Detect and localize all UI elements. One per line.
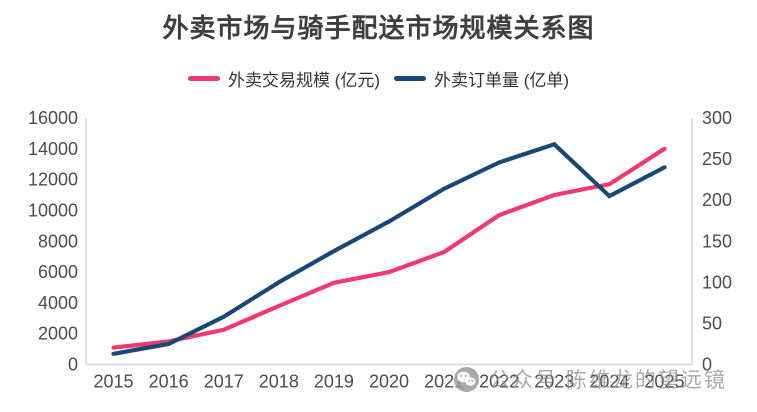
x-axis-tick-label: 2019 — [314, 372, 354, 392]
x-axis-tick-label: 2024 — [589, 372, 629, 392]
series-line-0 — [111, 146, 667, 350]
x-axis-tick-label: 2018 — [259, 372, 299, 392]
y-axis-left-tick-label: 2000 — [38, 324, 78, 344]
legend-label-order-volume: 外卖订单量 (亿单) — [434, 71, 570, 90]
y-axis-right-tick-label: 200 — [702, 190, 732, 210]
y-axis-right-tick-label: 0 — [702, 355, 712, 375]
y-axis-left-tick-label: 0 — [68, 355, 78, 375]
x-axis-tick-label: 2016 — [149, 372, 189, 392]
x-axis-tick-label: 2022 — [479, 372, 519, 392]
legend-label-transaction-scale: 外卖交易规模 (亿元) — [227, 71, 380, 90]
x-axis-tick-label: 2021 — [424, 372, 464, 392]
legend-item-transaction-scale: 外卖交易规模 (亿元) — [187, 66, 380, 91]
x-axis-tick-label: 2017 — [204, 372, 244, 392]
legend-item-order-volume: 外卖订单量 (亿单) — [394, 66, 569, 91]
x-axis-tick-label: 2023 — [534, 372, 574, 392]
chart-title: 外卖市场与骑手配送市场规模关系图 — [162, 13, 595, 43]
x-axis-tick-label: 2025 — [644, 372, 684, 392]
legend-swatch-pink — [187, 76, 220, 81]
y-axis-left-tick-label: 6000 — [38, 262, 78, 282]
y-axis-left-tick-label: 10000 — [28, 200, 78, 220]
y-axis-left-tick-label: 14000 — [28, 139, 78, 159]
series-line-1 — [111, 141, 667, 356]
y-axis-right-tick-label: 250 — [702, 149, 732, 169]
x-axis-tick-label: 2020 — [369, 372, 409, 392]
y-axis-right-tick-label: 100 — [702, 272, 732, 292]
y-axis-right-tick-label: 300 — [702, 108, 732, 128]
x-axis-tick-label: 2015 — [94, 372, 134, 392]
y-axis-right-tick-label: 50 — [702, 313, 722, 333]
legend-swatch-navy — [394, 76, 426, 81]
y-axis-left-tick-label: 12000 — [28, 170, 78, 190]
y-axis-right-tick-label: 150 — [702, 231, 732, 251]
chart-legend: 外卖交易规模 (亿元) 外卖订单量 (亿单) — [0, 66, 757, 91]
y-axis-left-tick-label: 8000 — [38, 231, 78, 251]
y-axis-left-tick-label: 16000 — [28, 108, 78, 128]
y-axis-left-tick-label: 4000 — [38, 293, 78, 313]
